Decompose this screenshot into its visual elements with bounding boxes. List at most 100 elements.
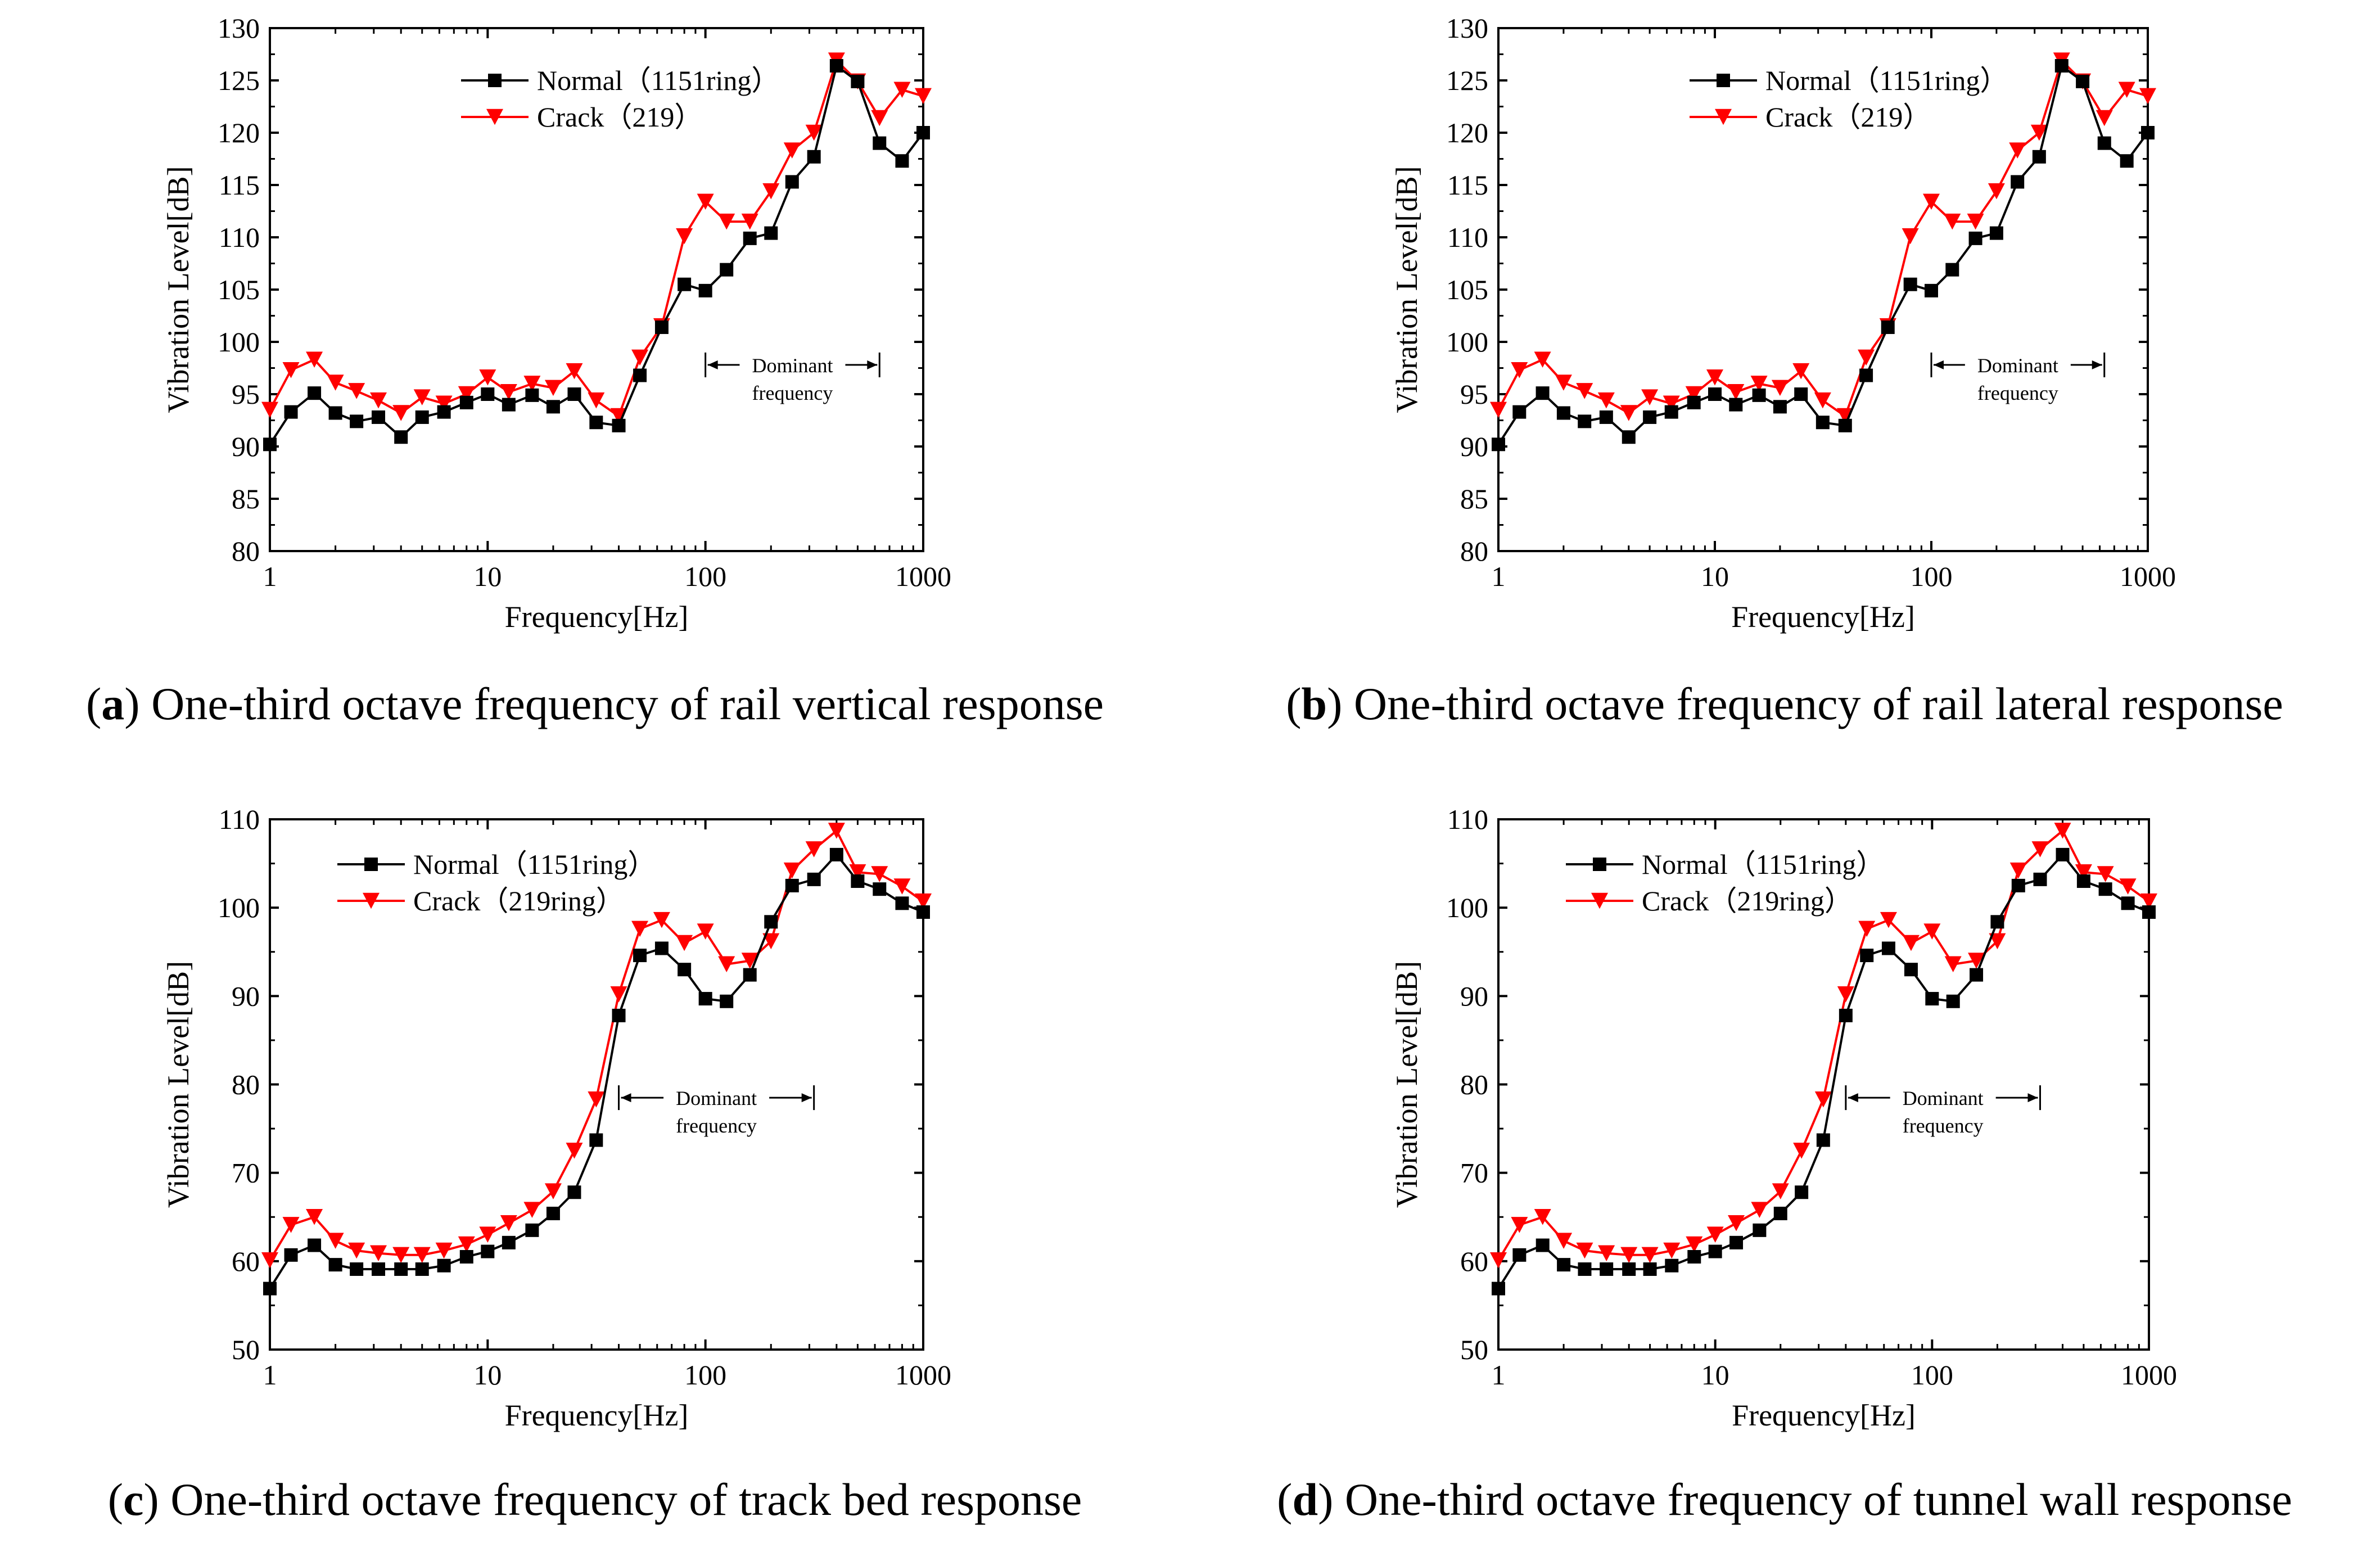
legend-marker — [1715, 109, 1732, 125]
data-point — [2119, 878, 2137, 895]
y-tick-label: 90 — [1460, 980, 1488, 1012]
data-point — [851, 74, 865, 88]
data-point — [544, 1183, 562, 1199]
data-point — [895, 154, 909, 168]
data-point — [2076, 74, 2090, 88]
x-tick-label: 1000 — [895, 1359, 951, 1391]
x-tick-label: 10 — [1701, 561, 1729, 592]
data-point — [764, 915, 778, 929]
data-point — [1728, 1215, 1745, 1231]
data-point — [1858, 349, 1875, 366]
y-tick-label: 115 — [219, 169, 260, 201]
chart-panel-d: 50 60 70 80 90 100 110 1 10 100 1000 Frequency[Hz] V… — [1190, 776, 2380, 1552]
data-point — [348, 383, 365, 399]
data-point — [479, 1226, 496, 1243]
data-point — [2097, 136, 2111, 150]
data-point — [1492, 437, 1505, 452]
data-point — [479, 369, 496, 386]
data-point — [502, 398, 516, 412]
data-point — [263, 437, 277, 452]
data-point — [1555, 375, 1572, 391]
data-point — [459, 395, 473, 409]
data-point — [1881, 941, 1895, 955]
data-point — [1880, 912, 1897, 928]
data-point — [2097, 866, 2114, 882]
data-point — [350, 414, 364, 428]
data-point — [2120, 154, 2134, 168]
chart-caption-d: (d) One-third octave frequency of tunnel… — [1277, 1474, 2292, 1525]
data-point — [633, 949, 647, 963]
data-point — [415, 1262, 429, 1276]
data-point — [1946, 994, 1960, 1008]
data-point — [1664, 405, 1678, 419]
y-axis-label: Vibration Level[dB] — [161, 961, 195, 1208]
data-point — [392, 1247, 410, 1264]
data-point — [481, 1244, 495, 1258]
data-point — [1903, 277, 1917, 291]
data-point — [612, 1008, 626, 1022]
data-point — [1534, 1209, 1551, 1225]
data-point — [1511, 1217, 1528, 1233]
data-point — [873, 882, 887, 896]
data-point — [546, 400, 560, 414]
data-point — [1859, 368, 1873, 382]
data-point — [785, 175, 799, 189]
y-tick-label: 80 — [232, 535, 260, 567]
series-crack — [261, 823, 932, 1269]
y-tick-label: 115 — [1447, 169, 1488, 201]
data-point — [1772, 1183, 1789, 1199]
y-tick-label: 80 — [232, 1069, 260, 1100]
data-point — [284, 405, 298, 419]
x-tick-label: 100 — [1911, 1359, 1953, 1391]
data-point — [1534, 351, 1551, 368]
legend-label: Crack（219ring） — [1642, 885, 1853, 917]
data-point — [327, 375, 344, 391]
legend-label: Normal（1151ring） — [413, 849, 656, 880]
data-point — [500, 384, 517, 400]
data-point — [282, 1217, 300, 1233]
data-point — [308, 386, 322, 400]
data-point — [544, 380, 562, 396]
data-point — [915, 893, 932, 910]
data-point — [1576, 1242, 1593, 1259]
data-point — [1511, 362, 1528, 378]
data-point — [612, 418, 626, 432]
data-point — [1597, 392, 1615, 409]
dominant-frequency-annotation: Dominant frequency — [1930, 352, 2106, 404]
data-point — [631, 349, 649, 366]
data-point — [1492, 1282, 1505, 1296]
data-point — [697, 923, 714, 940]
data-point — [805, 124, 823, 141]
x-tick-label: 1 — [1492, 561, 1506, 592]
y-tick-label: 90 — [232, 980, 260, 1012]
data-point — [328, 406, 342, 420]
data-point — [1839, 1008, 1853, 1022]
annotation-arrowhead-right — [867, 360, 878, 369]
legend-label: Crack（219） — [1765, 101, 1931, 133]
y-tick-label: 50 — [232, 1334, 260, 1365]
y-tick-label: 50 — [1460, 1334, 1488, 1365]
data-point — [1858, 921, 1876, 937]
data-point — [2009, 142, 2026, 159]
data-point — [1793, 1143, 1810, 1159]
data-point — [1557, 1258, 1571, 1272]
y-tick-label: 105 — [1446, 274, 1488, 305]
x-tick-label: 1000 — [2121, 1359, 2177, 1391]
data-point — [372, 1262, 386, 1276]
data-point — [1902, 228, 1919, 245]
data-point — [370, 392, 387, 409]
data-point — [849, 864, 866, 881]
data-point — [1968, 953, 1985, 969]
data-point — [437, 405, 451, 419]
data-point — [261, 401, 278, 418]
data-point — [1881, 320, 1895, 334]
data-point — [1860, 949, 1874, 963]
legend-entry-normal: Normal（1151ring） — [461, 65, 779, 96]
data-point — [415, 410, 429, 424]
data-point — [435, 395, 453, 412]
y-axis-label: Vibration Level[dB] — [161, 166, 195, 413]
data-point — [871, 866, 888, 882]
data-point — [1990, 915, 2004, 929]
data-point — [1687, 1249, 1701, 1264]
y-tick-label: 100 — [218, 892, 260, 923]
